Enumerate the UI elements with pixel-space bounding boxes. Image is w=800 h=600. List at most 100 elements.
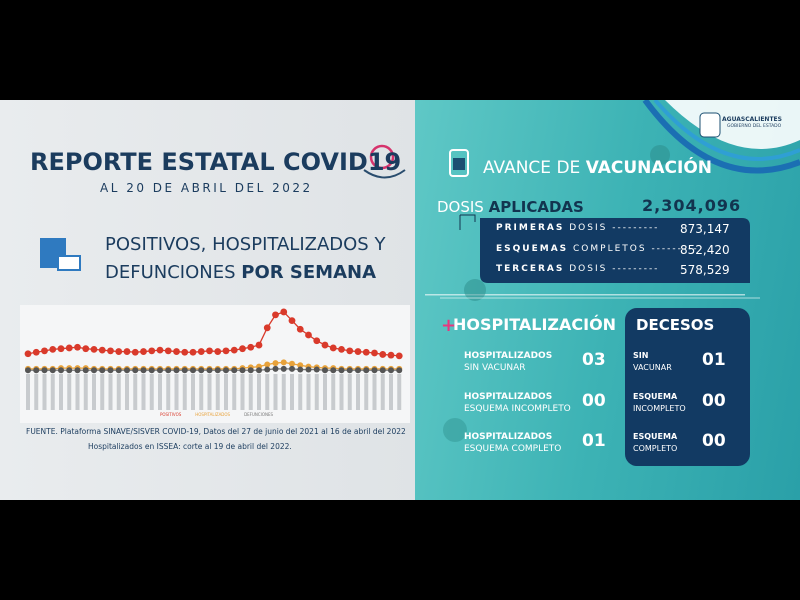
hospital-row-value: 03 (582, 350, 606, 370)
deaths-title: DECESOS (636, 316, 715, 334)
hospital-row-line2: ESQUEMA COMPLETO (464, 444, 562, 454)
data-point (371, 367, 378, 374)
series-line (28, 368, 400, 371)
data-point (264, 361, 271, 368)
data-point (354, 348, 362, 355)
vaccine-row-label: TERCERAS DOSIS --------- (496, 264, 660, 274)
data-point (256, 367, 262, 374)
logo-name: AGUASCALIENTES (722, 116, 782, 123)
data-point (173, 348, 180, 355)
vaccine-box (480, 218, 750, 283)
data-point (132, 367, 139, 374)
data-point (90, 346, 98, 353)
vaccine-row-value: 873,147 (680, 222, 730, 236)
data-point (272, 311, 279, 319)
data-point (214, 348, 222, 355)
data-point (379, 367, 386, 374)
doses-total: 2,304,096 (642, 196, 742, 215)
data-point (41, 347, 48, 355)
data-point (255, 341, 263, 349)
data-point (49, 346, 57, 353)
data-point (305, 366, 312, 373)
data-point (387, 351, 395, 359)
data-point (305, 331, 312, 339)
date-stripe (149, 374, 154, 410)
data-point (74, 343, 81, 351)
date-stripe (215, 374, 220, 410)
data-point (297, 362, 304, 369)
legend-entry: DEFUNCIONES (244, 412, 274, 417)
svg-text:+: + (441, 315, 456, 336)
legend-entry: HOSPITALIZADOS (195, 412, 231, 417)
data-point (289, 360, 295, 367)
data-point (239, 345, 246, 353)
hospital-row-line2: ESQUEMA INCOMPLETO (464, 404, 571, 414)
legend: POSITIVOS HOSPITALIZADOS DEFUNCIONES (160, 412, 273, 417)
data-point (115, 367, 122, 374)
data-point (247, 343, 255, 351)
section-title-normal: DEFUNCIONES (105, 262, 236, 283)
date-stripe (397, 374, 402, 410)
data-point (280, 308, 288, 316)
date-stripe (339, 374, 344, 410)
data-point (74, 367, 81, 374)
data-point (32, 348, 40, 356)
hospital-row-line1: HOSPITALIZADOS (464, 392, 553, 402)
data-point (124, 367, 130, 374)
data-point (99, 367, 106, 374)
section-title-line2: DEFUNCIONES POR SEMANA (105, 262, 376, 283)
deaths-row-line2: VACUNAR (633, 363, 672, 372)
data-point (346, 367, 353, 374)
deaths-row-value: 00 (702, 391, 726, 411)
date-stripe (67, 374, 72, 410)
source-line: Hospitalizados en ISSEA: corte al 19 de … (88, 442, 292, 451)
data-point (289, 365, 295, 372)
deaths-row-value: 00 (702, 431, 726, 451)
logo-subtitle: GOBIERNO DEL ESTADO (727, 124, 782, 129)
left-panel (0, 100, 415, 500)
data-point (58, 367, 64, 374)
data-point (263, 324, 271, 332)
data-point (296, 325, 304, 333)
date-stripe (323, 374, 327, 410)
data-point (107, 367, 114, 374)
date-stripe (372, 374, 377, 410)
series-line (27, 311, 400, 357)
data-point (82, 345, 90, 353)
data-point (329, 344, 337, 352)
data-point (206, 367, 213, 374)
data-point (379, 351, 387, 358)
deaths-row-value: 01 (702, 350, 726, 370)
data-point (197, 348, 205, 355)
vaccine-row-label: PRIMERAS DOSIS --------- (496, 223, 660, 233)
date-stripe (314, 374, 319, 410)
data-point (148, 367, 155, 374)
date-stripe (364, 374, 369, 410)
data-point (362, 348, 370, 356)
deaths-row-line2: COMPLETO (633, 444, 678, 453)
data-point (181, 367, 188, 374)
data-point (164, 347, 172, 355)
data-point (107, 347, 114, 355)
data-point (264, 366, 271, 373)
data-point (173, 367, 180, 374)
date-stripe (265, 374, 270, 410)
hospital-row-line1: HOSPITALIZADOS (464, 351, 553, 361)
date-stripe (380, 374, 385, 410)
data-point (206, 347, 213, 355)
data-point (272, 360, 279, 367)
title: REPORTE ESTATAL COVID19 (30, 148, 402, 176)
date-stripe (306, 374, 311, 410)
data-point (140, 367, 147, 374)
data-point (49, 367, 56, 374)
data-point (98, 346, 106, 354)
date-stripe (224, 374, 228, 410)
data-point (157, 367, 163, 374)
data-point (230, 346, 238, 354)
date-stripe (199, 374, 204, 410)
data-point (297, 366, 304, 373)
hospital-row-line2: SIN VACUNAR (464, 363, 526, 373)
data-point (41, 367, 48, 374)
date-stripe (273, 374, 278, 410)
